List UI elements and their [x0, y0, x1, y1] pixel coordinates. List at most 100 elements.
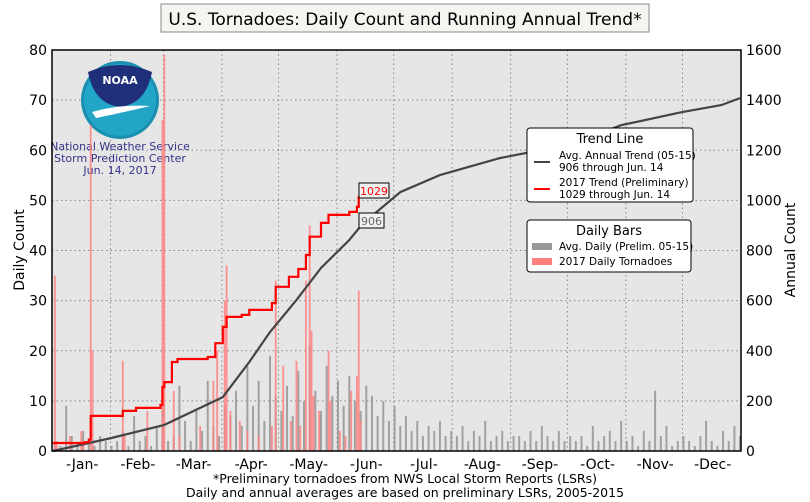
daily-2017-bar	[327, 350, 330, 451]
avg-daily-bar	[574, 440, 577, 451]
legend-avg-line2: 906 through Jun. 14	[559, 162, 664, 174]
avg-daily-bar	[342, 405, 345, 451]
daily-2017-bar	[350, 390, 353, 451]
avg-daily-bar	[608, 430, 611, 451]
legend-2017-line1: 2017 Trend (Preliminary)	[559, 177, 689, 189]
chart-title: U.S. Tornadoes: Daily Count and Running …	[168, 10, 641, 30]
y-tick-label: 40	[29, 244, 47, 260]
y-axis-label: Daily Count	[12, 209, 28, 291]
avg-daily-bar	[461, 425, 464, 451]
avg-daily-bar	[444, 435, 447, 451]
x-tick-label: -Apr-	[235, 457, 268, 473]
avg-daily-bar	[127, 445, 130, 451]
daily-2017-bar	[310, 330, 313, 451]
daily-2017-bar	[53, 275, 56, 451]
avg-daily-bar	[110, 445, 113, 451]
avg-daily-bar	[433, 430, 436, 451]
daily-2017-bar	[355, 375, 358, 451]
avg-daily-bar	[280, 410, 283, 451]
daily-2017-bar	[163, 55, 166, 451]
title-box	[160, 3, 650, 33]
avg-daily-bar	[450, 430, 453, 451]
avg-daily-bar	[387, 420, 390, 451]
avg-daily-bar	[399, 425, 402, 451]
avg-daily-bar	[739, 435, 742, 451]
avg-daily-bar	[722, 430, 725, 451]
avg-daily-bar	[155, 425, 158, 451]
avg-daily-bar	[648, 440, 651, 451]
avg-daily-bar	[705, 420, 708, 451]
daily-2017-bar	[299, 425, 302, 451]
avg-daily-bar	[404, 415, 407, 451]
avg-daily-bar	[501, 430, 504, 451]
daily-2017-bar	[357, 290, 360, 451]
avg-daily-bar	[546, 435, 549, 451]
avg-daily-bar	[104, 440, 107, 451]
daily-2017-bar	[295, 360, 298, 451]
avg-daily-bar	[676, 440, 679, 451]
avg-daily-bar	[93, 445, 96, 451]
trend-2017-line	[52, 193, 364, 445]
avg-daily-bar	[269, 355, 272, 451]
avg-daily-bar	[331, 395, 334, 451]
annotation-2017: 1029	[358, 182, 390, 199]
avg-daily-bar	[727, 440, 730, 451]
avg-daily-bar	[710, 440, 713, 451]
y-tick-label: 50	[29, 193, 47, 209]
avg-daily-bar	[336, 380, 339, 451]
daily-2017-bar	[161, 120, 164, 452]
avg-daily-bar	[682, 435, 685, 451]
avg-daily-bar	[138, 440, 141, 451]
y2-tick-label: 1400	[746, 93, 782, 109]
avg-daily-bar	[99, 435, 102, 451]
avg-daily-bar	[116, 440, 119, 451]
avg-daily-bar	[393, 405, 396, 451]
avg-daily-bar	[586, 445, 589, 451]
avg-daily-bar	[76, 445, 79, 451]
avg-daily-bar	[642, 430, 645, 451]
daily-2017-bar	[318, 410, 321, 451]
y-tick-label: 20	[29, 344, 47, 360]
avg-daily-bar	[512, 435, 515, 451]
avg-daily-bar	[87, 440, 90, 451]
noaa-logo: NOAA National Weather Service Storm Pred…	[50, 61, 190, 177]
daily-2017-bar	[229, 410, 232, 451]
y-tick-label: 10	[29, 394, 47, 410]
avg-daily-bar	[620, 420, 623, 451]
y2-tick-label: 1000	[746, 193, 782, 209]
y2-tick-label: 0	[746, 444, 755, 460]
x-tick-label: -Jun-	[350, 457, 383, 473]
avg-daily-bar	[195, 410, 198, 451]
logo-line-2: Storm Prediction Center	[54, 152, 186, 165]
avg-daily-bar	[167, 440, 170, 451]
y-tick-label: 0	[38, 444, 47, 460]
legend-bars: Daily Bars Avg. Daily (Prelim. 05-15) 20…	[526, 219, 693, 273]
daily-2017-bar	[246, 430, 249, 451]
daily-2017-bar	[304, 280, 307, 451]
avg-daily-bar	[246, 365, 249, 451]
avg-daily-bar	[591, 425, 594, 451]
plot-frame	[51, 49, 742, 452]
avg-daily-bar	[421, 435, 424, 451]
avg-daily-bar	[319, 410, 322, 451]
avg-daily-bar	[427, 425, 430, 451]
avg-daily-bar	[416, 420, 419, 451]
daily-2017-bar	[282, 365, 285, 451]
y-tick-label: 70	[29, 93, 47, 109]
daily-2017-bar	[257, 435, 260, 451]
avg-daily-bar	[370, 395, 373, 451]
avg-daily-bar	[206, 380, 209, 451]
y2-tick-label: 800	[746, 244, 773, 260]
avg-daily-bar	[257, 380, 260, 451]
y2-tick-label: 600	[746, 294, 773, 310]
avg-daily-bar	[144, 435, 147, 451]
daily-2017-bar	[274, 280, 277, 451]
avg-daily-bar	[455, 435, 458, 451]
daily-2017-bar	[82, 440, 85, 451]
x-tick-label: -Dec-	[694, 457, 731, 473]
y-tick-label: 60	[29, 143, 47, 159]
avg-daily-bar	[631, 435, 634, 451]
x-tick-label: -Aug-	[464, 457, 501, 473]
avg-daily-bar	[65, 405, 68, 451]
